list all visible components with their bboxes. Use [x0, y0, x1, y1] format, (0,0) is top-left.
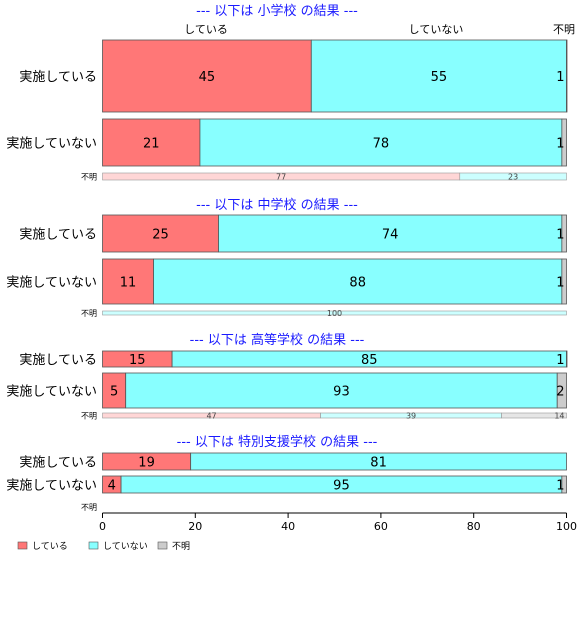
category-label: 不明: [81, 173, 97, 182]
data-label: 47: [206, 412, 216, 421]
data-label: 39: [406, 412, 416, 421]
data-label: 85: [361, 353, 378, 368]
category-label: 実施している: [19, 455, 97, 471]
data-label: 19: [138, 456, 155, 471]
bar-segment: [190, 452, 567, 471]
bar-segment: [102, 118, 201, 167]
data-label: 78: [373, 137, 390, 152]
data-label: 93: [333, 385, 350, 400]
data-label: 4: [108, 479, 116, 494]
x-tick-label: 100: [556, 520, 577, 533]
bar-segment: [561, 214, 567, 253]
panel-title: --- 以下は 高等学校 の結果 ---: [190, 332, 365, 348]
category-label: 実施している: [19, 69, 97, 85]
category-label: 不明: [81, 503, 97, 512]
data-label: 1: [556, 228, 564, 243]
bar-segment: [459, 172, 567, 181]
category-label: 実施している: [19, 352, 97, 368]
data-label: 74: [382, 228, 399, 243]
data-label: 45: [199, 70, 216, 85]
data-label: 77: [276, 173, 286, 182]
data-label: 1: [556, 137, 564, 152]
header-label-2: 不明: [553, 23, 575, 36]
bar-segment: [199, 118, 563, 167]
data-label: 23: [508, 173, 518, 182]
x-tick-label: 80: [467, 520, 481, 533]
bar-segment: [153, 258, 563, 305]
bar-segment: [561, 258, 567, 305]
bar-segment: [561, 118, 567, 167]
data-label: 25: [152, 228, 169, 243]
data-label: 55: [431, 70, 448, 85]
category-label: 不明: [81, 309, 97, 318]
data-label: 15: [129, 353, 146, 368]
bar-segment: [310, 39, 567, 113]
header-label-1: していない: [409, 23, 464, 36]
legend-label: 不明: [172, 541, 190, 552]
bar-segment: [561, 475, 567, 494]
data-label: 5: [110, 385, 118, 400]
data-label: 81: [370, 456, 387, 471]
data-label: 2: [556, 385, 564, 400]
x-tick-label: 60: [374, 520, 388, 533]
panel-title: --- 以下は 中学校 の結果 ---: [196, 197, 358, 213]
bar-segment: [102, 258, 154, 305]
bar-segment: [102, 310, 567, 316]
data-label: 14: [554, 412, 564, 421]
data-label: 1: [556, 70, 564, 85]
bar-segment: [218, 214, 563, 253]
panel-2: --- 以下は 高等学校 の結果 --- 実施している 15 85 1 実施していない 5 9…: [6, 332, 568, 421]
category-label: 実施していない: [6, 478, 97, 494]
header-label-0: している: [184, 23, 228, 36]
x-tick-label: 0: [99, 520, 106, 533]
legend-swatch: [17, 541, 28, 550]
panel-0: --- 以下は 小学校 の結果 --- 実施している 45 55 1 実施していない 21 7…: [6, 3, 568, 182]
bar-segment: [556, 372, 567, 409]
category-label: 不明: [81, 412, 97, 421]
x-axis: 0 20 40 60 80 100: [99, 512, 577, 533]
x-tick-label: 20: [188, 520, 202, 533]
data-label: 88: [349, 276, 366, 291]
category-label: 実施していない: [6, 136, 97, 152]
legend-label: していない: [103, 541, 148, 552]
legend: している していない 不明: [17, 541, 190, 552]
category-label: 実施している: [19, 227, 97, 243]
category-label: 実施していない: [6, 275, 97, 291]
data-label: 1: [556, 353, 564, 368]
data-label: 21: [143, 137, 160, 152]
x-tick-label: 40: [281, 520, 295, 533]
data-label: 100: [327, 309, 342, 318]
bar-segment: [102, 214, 219, 253]
data-label: 11: [120, 276, 137, 291]
data-label: 1: [556, 479, 564, 494]
data-label: 1: [556, 276, 564, 291]
legend-label: している: [32, 541, 68, 552]
panel-title: --- 以下は 特別支援学校 の結果 ---: [177, 434, 378, 450]
panel-3: --- 以下は 特別支援学校 の結果 --- 実施している 19 81 実施していない 4…: [6, 434, 567, 512]
bar-segment: [125, 372, 558, 409]
panel-title: --- 以下は 小学校 の結果 ---: [196, 3, 358, 19]
data-label: 95: [333, 479, 350, 494]
legend-swatch: [157, 541, 168, 550]
bar-segment: [566, 39, 568, 113]
bar-segment: [102, 39, 312, 113]
category-label: 実施していない: [6, 384, 97, 400]
legend-swatch: [88, 541, 99, 550]
bar-segment: [501, 412, 567, 419]
panel-1: --- 以下は 中学校 の結果 --- 実施している 25 74 1 実施していない 11 8…: [6, 197, 567, 318]
bar-segment: [566, 350, 568, 368]
